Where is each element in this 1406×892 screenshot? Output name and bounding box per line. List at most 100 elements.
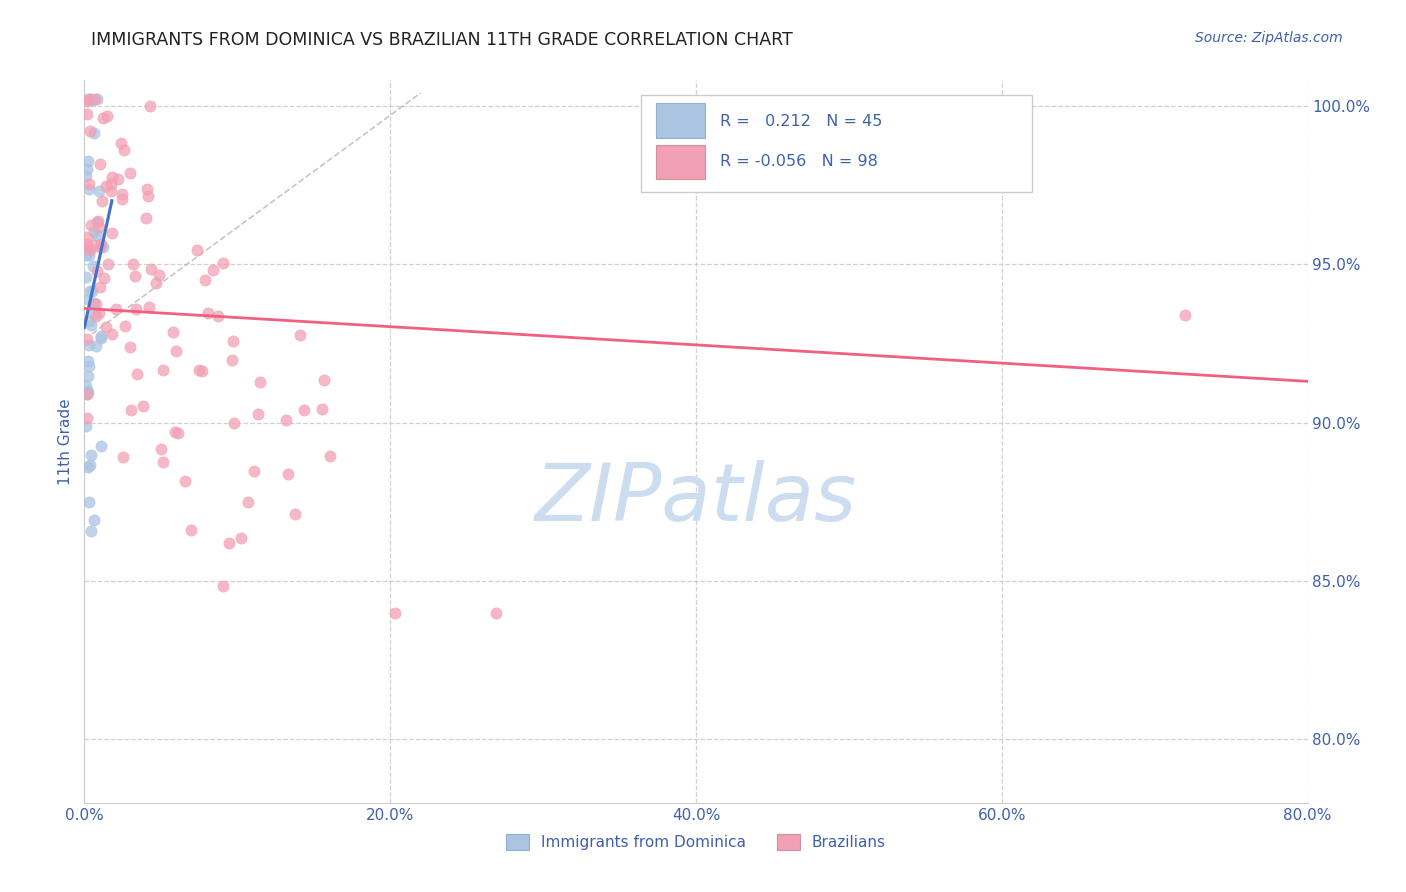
Point bbox=[79, 92, 101, 106]
Point bbox=[90, 439, 112, 453]
Point bbox=[76, 410, 98, 425]
Point bbox=[221, 353, 243, 368]
Point bbox=[76, 332, 98, 346]
Point bbox=[292, 403, 315, 417]
Point bbox=[221, 334, 243, 348]
Point bbox=[105, 302, 128, 317]
Point bbox=[89, 184, 111, 198]
Point bbox=[75, 248, 97, 262]
Text: R =   0.212   N = 45: R = 0.212 N = 45 bbox=[720, 114, 883, 129]
Point bbox=[112, 450, 135, 464]
Point bbox=[152, 455, 174, 469]
Point bbox=[135, 181, 157, 195]
Point bbox=[77, 314, 100, 328]
Bar bbox=[655, 103, 704, 138]
Point bbox=[75, 269, 97, 284]
Point bbox=[76, 387, 98, 401]
Point bbox=[124, 268, 146, 283]
Point bbox=[76, 95, 98, 109]
Point bbox=[180, 523, 202, 537]
Point bbox=[76, 162, 98, 177]
Point bbox=[485, 606, 508, 620]
Point bbox=[76, 384, 98, 399]
Legend: Immigrants from Dominica, Brazilians: Immigrants from Dominica, Brazilians bbox=[501, 829, 891, 856]
Point bbox=[77, 154, 100, 169]
Point bbox=[79, 243, 101, 257]
Point bbox=[311, 401, 333, 416]
Point bbox=[77, 244, 100, 258]
Point bbox=[100, 184, 122, 198]
Point bbox=[76, 384, 98, 398]
Point bbox=[76, 230, 98, 244]
Point bbox=[76, 387, 98, 401]
Point bbox=[87, 220, 110, 235]
Point bbox=[149, 442, 172, 457]
Point bbox=[77, 368, 100, 383]
Point bbox=[165, 344, 187, 359]
Point bbox=[89, 240, 111, 254]
Point bbox=[83, 126, 105, 140]
Point bbox=[91, 239, 114, 253]
Point bbox=[93, 270, 115, 285]
Point bbox=[82, 259, 104, 273]
Point bbox=[163, 425, 186, 439]
Point bbox=[91, 111, 114, 125]
Point bbox=[79, 359, 101, 373]
Point bbox=[197, 306, 219, 320]
Point bbox=[284, 507, 307, 521]
Point bbox=[1174, 308, 1197, 322]
Point bbox=[111, 192, 134, 206]
Point bbox=[86, 264, 108, 278]
Point bbox=[101, 326, 124, 341]
Point bbox=[83, 307, 105, 321]
Point bbox=[77, 354, 100, 368]
Point bbox=[90, 331, 112, 345]
Point bbox=[100, 169, 122, 184]
Point bbox=[75, 418, 97, 433]
Point bbox=[249, 375, 271, 389]
Point bbox=[76, 292, 98, 306]
Bar bbox=[655, 145, 704, 179]
Point bbox=[80, 448, 103, 462]
Point bbox=[162, 325, 184, 339]
Point bbox=[152, 363, 174, 377]
Point bbox=[218, 536, 240, 550]
Text: R = -0.056   N = 98: R = -0.056 N = 98 bbox=[720, 154, 879, 169]
Point bbox=[79, 495, 101, 509]
Point bbox=[112, 143, 135, 157]
Point bbox=[75, 378, 97, 392]
Point bbox=[132, 399, 155, 413]
Text: ZIPatlas: ZIPatlas bbox=[534, 460, 858, 539]
Point bbox=[86, 215, 108, 229]
Point bbox=[77, 248, 100, 262]
Point bbox=[77, 338, 100, 352]
Point bbox=[122, 257, 145, 271]
Point bbox=[96, 179, 118, 194]
Point bbox=[384, 606, 406, 620]
Point bbox=[212, 580, 235, 594]
Point bbox=[76, 240, 98, 254]
Point bbox=[77, 177, 100, 191]
Point bbox=[79, 92, 101, 106]
Point bbox=[135, 211, 157, 225]
Point bbox=[84, 339, 107, 353]
Point bbox=[83, 296, 105, 310]
Point bbox=[86, 227, 108, 242]
Point bbox=[148, 268, 170, 283]
Point bbox=[207, 309, 229, 323]
Point bbox=[242, 464, 264, 478]
Point bbox=[82, 94, 104, 108]
Point bbox=[114, 319, 136, 334]
Point bbox=[80, 318, 103, 333]
Point bbox=[77, 182, 100, 196]
Point bbox=[84, 297, 107, 311]
Point bbox=[173, 474, 195, 488]
Point bbox=[231, 531, 253, 545]
Bar bbox=[641, 95, 1032, 193]
Point bbox=[138, 300, 160, 314]
Point bbox=[79, 218, 101, 232]
Point bbox=[82, 285, 104, 299]
Point bbox=[83, 512, 105, 526]
Point bbox=[80, 524, 103, 538]
Point bbox=[212, 256, 235, 270]
